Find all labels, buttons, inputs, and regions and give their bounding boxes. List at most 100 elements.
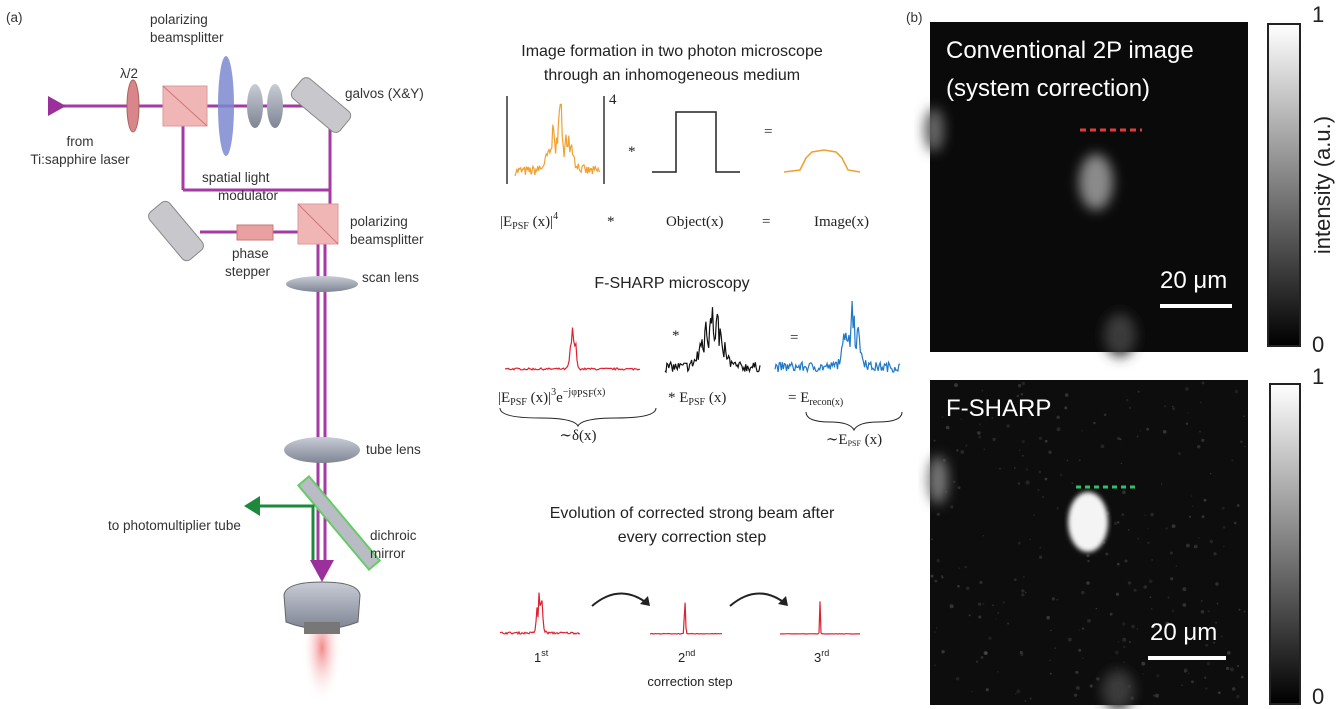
speckle-dot (971, 691, 972, 692)
speckle-dot (1231, 459, 1233, 461)
speckle-dot (1128, 529, 1130, 531)
speckle-dot (1148, 528, 1149, 529)
step-label: 1st (534, 648, 549, 665)
operator: = (790, 330, 798, 346)
speckle-dot (1119, 438, 1121, 440)
speckle-dot (1204, 677, 1206, 679)
speckle-dot (1050, 630, 1051, 631)
image-profile (784, 150, 860, 172)
label: Ti:sapphire laser (30, 152, 130, 167)
speckle-dot (1230, 667, 1234, 671)
half-wave-plate (127, 80, 139, 132)
speckle-dot (1123, 661, 1125, 663)
speckle-dot (997, 612, 999, 614)
speckle-dot (1202, 515, 1205, 518)
operator: = (764, 124, 772, 140)
speckle-dot (1057, 427, 1061, 431)
speckle-dot (946, 426, 950, 430)
speckle-dot (1045, 440, 1048, 443)
label: stepper (225, 264, 271, 279)
waveform (780, 601, 860, 634)
step-label: 2nd (678, 648, 695, 665)
speckle-dot (954, 383, 958, 387)
speckle-dot (979, 581, 982, 584)
speckle-dot (1244, 446, 1245, 447)
speckle-dot (1014, 467, 1016, 469)
speckle-dot (1126, 399, 1129, 402)
step-arrow (592, 593, 648, 606)
cell (1079, 154, 1113, 210)
equation-term: |EPSF (x)|3e−jφPSF(x) (498, 387, 605, 408)
speckle-dot (934, 665, 936, 667)
speckle-dot (934, 440, 936, 442)
speckle-dot (1197, 445, 1200, 448)
speckle-dot (1056, 599, 1058, 601)
speckle-dot (1143, 585, 1147, 589)
speckle-dot (1086, 554, 1089, 557)
speckle-dot (1122, 638, 1126, 642)
speckle-dot (1114, 522, 1118, 526)
label: beamsplitter (150, 30, 224, 45)
speckle-dot (1235, 390, 1239, 394)
speckle-dot (1204, 499, 1207, 502)
label: from (67, 134, 94, 149)
speckle-dot (1072, 482, 1074, 484)
speckle-dot (1137, 538, 1139, 540)
speckle-dot (1075, 671, 1078, 674)
speckle-dot (1039, 556, 1042, 559)
speckle-dot (1178, 452, 1181, 455)
speckle-dot (1187, 412, 1188, 413)
speckle-dot (1194, 546, 1196, 548)
speckle-dot (1087, 560, 1089, 562)
speckle-dot (1137, 436, 1139, 438)
speckle-dot (978, 436, 981, 439)
speckle-dot (1182, 603, 1186, 607)
speckle-dot (1237, 504, 1240, 507)
speckle-dot (1081, 430, 1082, 431)
label: scan lens (362, 270, 419, 285)
speckle-dot (1048, 451, 1051, 454)
speckle-dot (1218, 691, 1221, 694)
speckle-dot (1110, 613, 1113, 616)
speckle-dot (1222, 507, 1225, 510)
speckle-dot (1202, 382, 1205, 385)
speckle-dot (1046, 616, 1050, 620)
speckle-dot (1018, 542, 1021, 545)
object-function (652, 112, 740, 172)
speckle-dot (1045, 478, 1048, 481)
speckle-dot (1172, 406, 1174, 408)
brace-label: ∼EPSF (x) (826, 432, 882, 448)
speckle-dot (965, 566, 968, 569)
speckle-dot (1086, 581, 1090, 585)
speckle-dot (1056, 507, 1058, 509)
speckle-dot (1033, 514, 1035, 516)
speckle-dot (965, 444, 967, 446)
speckle-dot (1003, 601, 1005, 603)
phase-stepper (237, 225, 273, 240)
speckle-dot (1022, 455, 1024, 457)
speckle-dot (981, 656, 984, 659)
speckle-dot (957, 585, 960, 588)
speckle-dot (1116, 593, 1119, 596)
signals (500, 104, 900, 634)
section-title: through an inhomogeneous medium (544, 67, 800, 84)
speckle-dot (1065, 393, 1069, 397)
speckle-dot (1201, 439, 1204, 442)
speckle-dot (1039, 471, 1042, 474)
speckle-dot (1200, 402, 1202, 404)
speckle-dot (1082, 657, 1084, 659)
figure: (a) λ/2 polarizing beamsplitter galvos (… (0, 0, 1341, 709)
speckle-dot (1103, 542, 1105, 544)
speckle-dot (931, 538, 933, 540)
power: 4 (609, 92, 617, 108)
speckle-dot (1151, 608, 1152, 609)
speckle-dot (1021, 653, 1024, 656)
speckle-dot (1144, 514, 1146, 516)
speckle-dot (1122, 622, 1125, 625)
operator: * (628, 144, 636, 160)
speckle-dot (1137, 628, 1139, 630)
beam-arrow (310, 560, 334, 582)
step-arrowhead (640, 596, 650, 606)
speckle-dot (936, 627, 937, 628)
speckle-dot (1168, 597, 1170, 599)
